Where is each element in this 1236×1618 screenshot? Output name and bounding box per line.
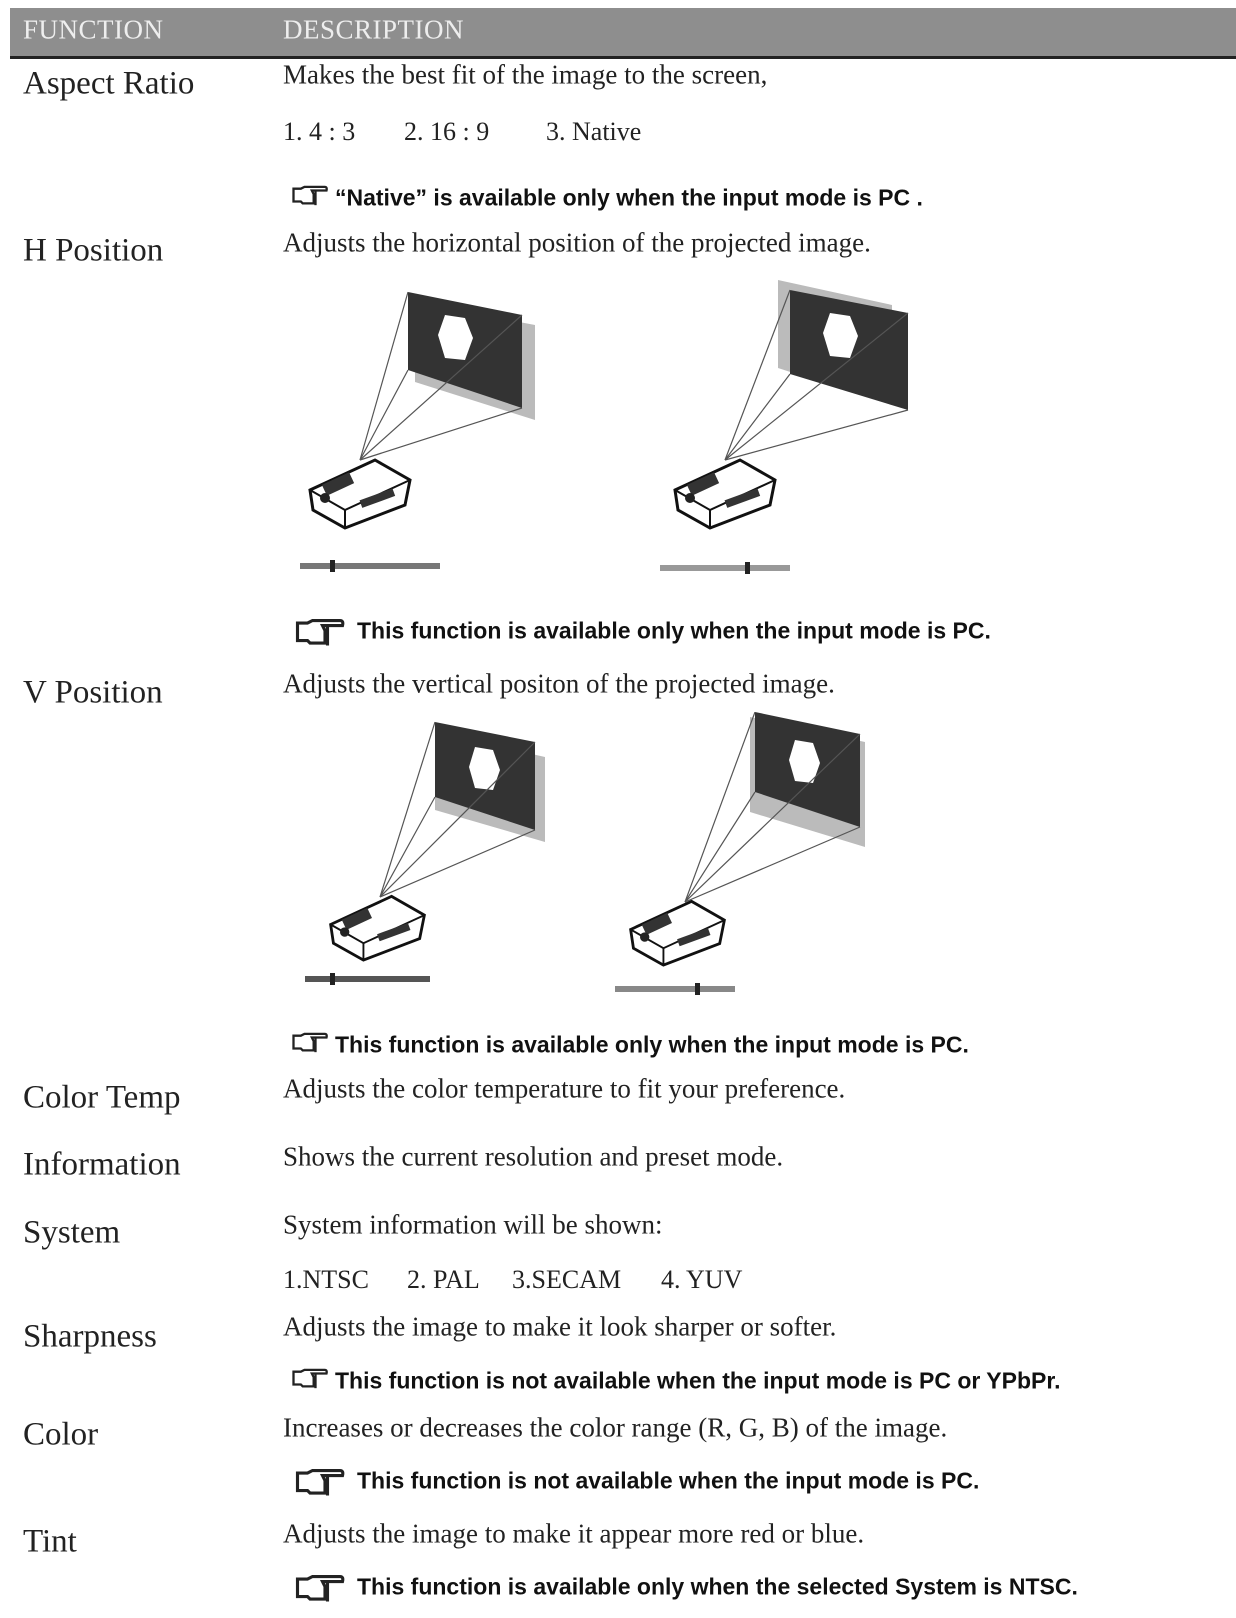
function-name: Information	[23, 1146, 181, 1183]
note-icon	[290, 1368, 330, 1390]
option: 3. Native	[546, 117, 642, 146]
description: Makes the best fit of the image to the s…	[283, 59, 768, 90]
h-position-diagram	[300, 280, 909, 574]
note-icon	[290, 185, 330, 207]
description: Shows the current resolution and preset …	[283, 1141, 784, 1172]
header-bar	[10, 8, 1236, 59]
description: Adjusts the image to make it look sharpe…	[283, 1311, 837, 1342]
v-position-diagram	[305, 712, 865, 995]
function-name: V Position	[23, 674, 163, 711]
option: 2. PAL	[407, 1265, 480, 1294]
function-name: System	[23, 1214, 121, 1251]
note: “Native” is available only when the inpu…	[335, 184, 923, 211]
note-icon	[290, 1032, 330, 1054]
description: Adjusts the vertical positon of the proj…	[283, 668, 835, 699]
function-name: Aspect Ratio	[23, 65, 195, 102]
option: 1.NTSC	[283, 1265, 369, 1294]
note-icon	[290, 1574, 350, 1604]
description: System information will be shown:	[283, 1209, 663, 1240]
note: This function is available only when the…	[335, 1031, 969, 1058]
function-name: Color	[23, 1416, 99, 1453]
function-name: Color Temp	[23, 1079, 181, 1116]
note: This function is available only when the…	[357, 617, 991, 644]
note-icon	[290, 618, 350, 648]
option: 2. 16 : 9	[404, 117, 490, 146]
note-icon	[290, 1468, 350, 1498]
header-description: DESCRIPTION	[283, 14, 465, 45]
note: This function is not available when the …	[357, 1467, 980, 1494]
header-function: FUNCTION	[23, 14, 164, 45]
option: 1. 4 : 3	[283, 117, 356, 146]
description: Adjusts the image to make it appear more…	[283, 1518, 865, 1549]
option: 3.SECAM	[512, 1265, 622, 1294]
option: 4. YUV	[661, 1265, 743, 1294]
description: Adjusts the horizontal position of the p…	[283, 227, 871, 258]
function-name: Tint	[23, 1523, 77, 1560]
note: This function is not available when the …	[335, 1367, 1061, 1394]
function-name: H Position	[23, 232, 164, 269]
note: This function is available only when the…	[357, 1573, 1078, 1600]
description: Increases or decreases the color range (…	[283, 1412, 948, 1443]
function-name: Sharpness	[23, 1318, 157, 1355]
description: Adjusts the color temperature to fit you…	[283, 1073, 846, 1104]
